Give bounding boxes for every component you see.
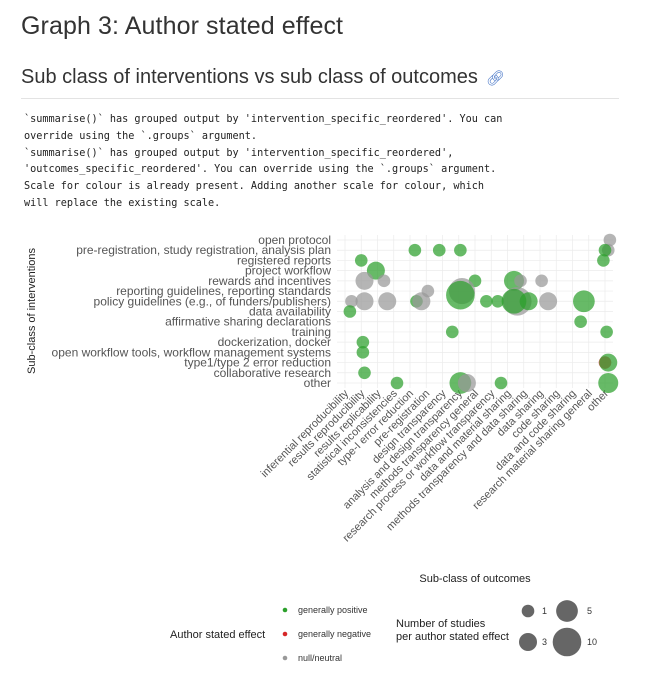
data-point xyxy=(356,346,370,359)
section-heading: Sub class of interventions vs sub class … xyxy=(21,66,505,89)
section-divider xyxy=(21,98,619,99)
console-line: override using the `.groups` argument. xyxy=(24,130,258,142)
data-point xyxy=(597,254,610,267)
console-line: `summarise()` has grouped output by 'int… xyxy=(24,147,454,159)
data-point xyxy=(358,366,371,380)
color-legend-title: Author stated effect xyxy=(170,629,265,641)
size-legend-title: Number of studies xyxy=(396,618,486,630)
y-tick-label: type1/type 2 error reduction xyxy=(184,356,331,370)
data-point xyxy=(501,288,527,314)
data-point xyxy=(598,243,612,257)
data-point xyxy=(412,292,431,311)
y-tick-label: collaborative research xyxy=(214,366,331,380)
data-point xyxy=(354,254,368,267)
link-icon[interactable]: 🔗︎ xyxy=(485,70,505,87)
data-point xyxy=(408,243,422,257)
size-legend-label: 10 xyxy=(587,637,597,647)
y-tick-label: affirmative sharing declarations xyxy=(165,315,331,329)
data-point xyxy=(491,294,505,308)
y-axis-title: Sub-class of interventions xyxy=(26,248,38,374)
y-tick-label: dockerization, docker xyxy=(218,335,331,349)
color-legend-key xyxy=(282,631,288,637)
data-point xyxy=(519,292,538,311)
console-output: `summarise()` has grouped output by 'int… xyxy=(24,112,502,213)
y-tick-label: policy guidelines (e.g., of funders/publ… xyxy=(94,294,331,308)
data-point xyxy=(343,305,357,318)
console-line: Scale for colour is already present. Add… xyxy=(24,181,485,193)
color-legend-label: generally negative xyxy=(298,629,371,639)
y-tick-label: open workflow tools, workflow management… xyxy=(52,345,331,359)
y-tick-label: rewards and incentives xyxy=(208,274,331,288)
y-tick-label: reporting guidelines, reporting standard… xyxy=(116,284,331,298)
size-legend-key xyxy=(521,604,535,618)
data-point xyxy=(454,243,467,257)
size-legend-label: 5 xyxy=(587,606,592,616)
data-point xyxy=(377,274,391,288)
data-point xyxy=(355,292,374,311)
color-legend-key xyxy=(282,655,288,661)
data-point xyxy=(600,325,613,339)
data-point xyxy=(390,376,404,390)
data-point xyxy=(432,243,446,257)
section-heading-text: Sub class of interventions vs sub class … xyxy=(21,66,478,88)
data-point xyxy=(599,353,618,372)
size-legend-key xyxy=(518,632,538,652)
size-legend-key xyxy=(552,627,582,657)
x-axis-title: Sub-class of outcomes xyxy=(419,573,531,585)
color-legend-key xyxy=(282,607,288,613)
size-legend-title: per author stated effect xyxy=(396,631,509,643)
y-tick-label: project workflow xyxy=(245,264,331,278)
console-line: will replace the existing scale. xyxy=(24,197,221,209)
y-tick-label: training xyxy=(292,325,331,339)
data-point xyxy=(355,271,374,290)
data-point xyxy=(574,315,587,329)
y-tick-label: open protocol xyxy=(258,233,331,247)
data-point xyxy=(494,376,508,390)
data-point xyxy=(535,274,548,288)
data-point xyxy=(598,373,619,393)
data-point xyxy=(445,325,459,339)
size-legend-label: 3 xyxy=(542,637,547,647)
data-point xyxy=(446,280,475,310)
color-legend-label: generally positive xyxy=(298,605,368,615)
data-point xyxy=(514,274,527,288)
size-legend-label: 1 xyxy=(542,606,547,616)
data-point xyxy=(480,294,493,308)
data-point xyxy=(457,373,476,393)
y-tick-label: other xyxy=(304,376,331,390)
data-point xyxy=(539,292,558,311)
data-point xyxy=(345,294,358,308)
data-point xyxy=(378,292,397,311)
color-legend-label: null/neutral xyxy=(298,653,342,663)
data-point xyxy=(573,290,595,313)
y-tick-label: registered reports xyxy=(237,253,331,267)
size-legend-key xyxy=(556,600,578,622)
data-point xyxy=(603,233,617,247)
page-title: Graph 3: Author stated effect xyxy=(21,12,344,40)
console-line: `summarise()` has grouped output by 'int… xyxy=(24,114,503,125)
y-tick-label: pre-registration, study registration, an… xyxy=(76,243,331,257)
data-point xyxy=(356,335,370,349)
y-tick-label: data availability xyxy=(249,305,331,319)
console-line: 'outcomes_specific_reordered'. You can o… xyxy=(24,164,497,176)
